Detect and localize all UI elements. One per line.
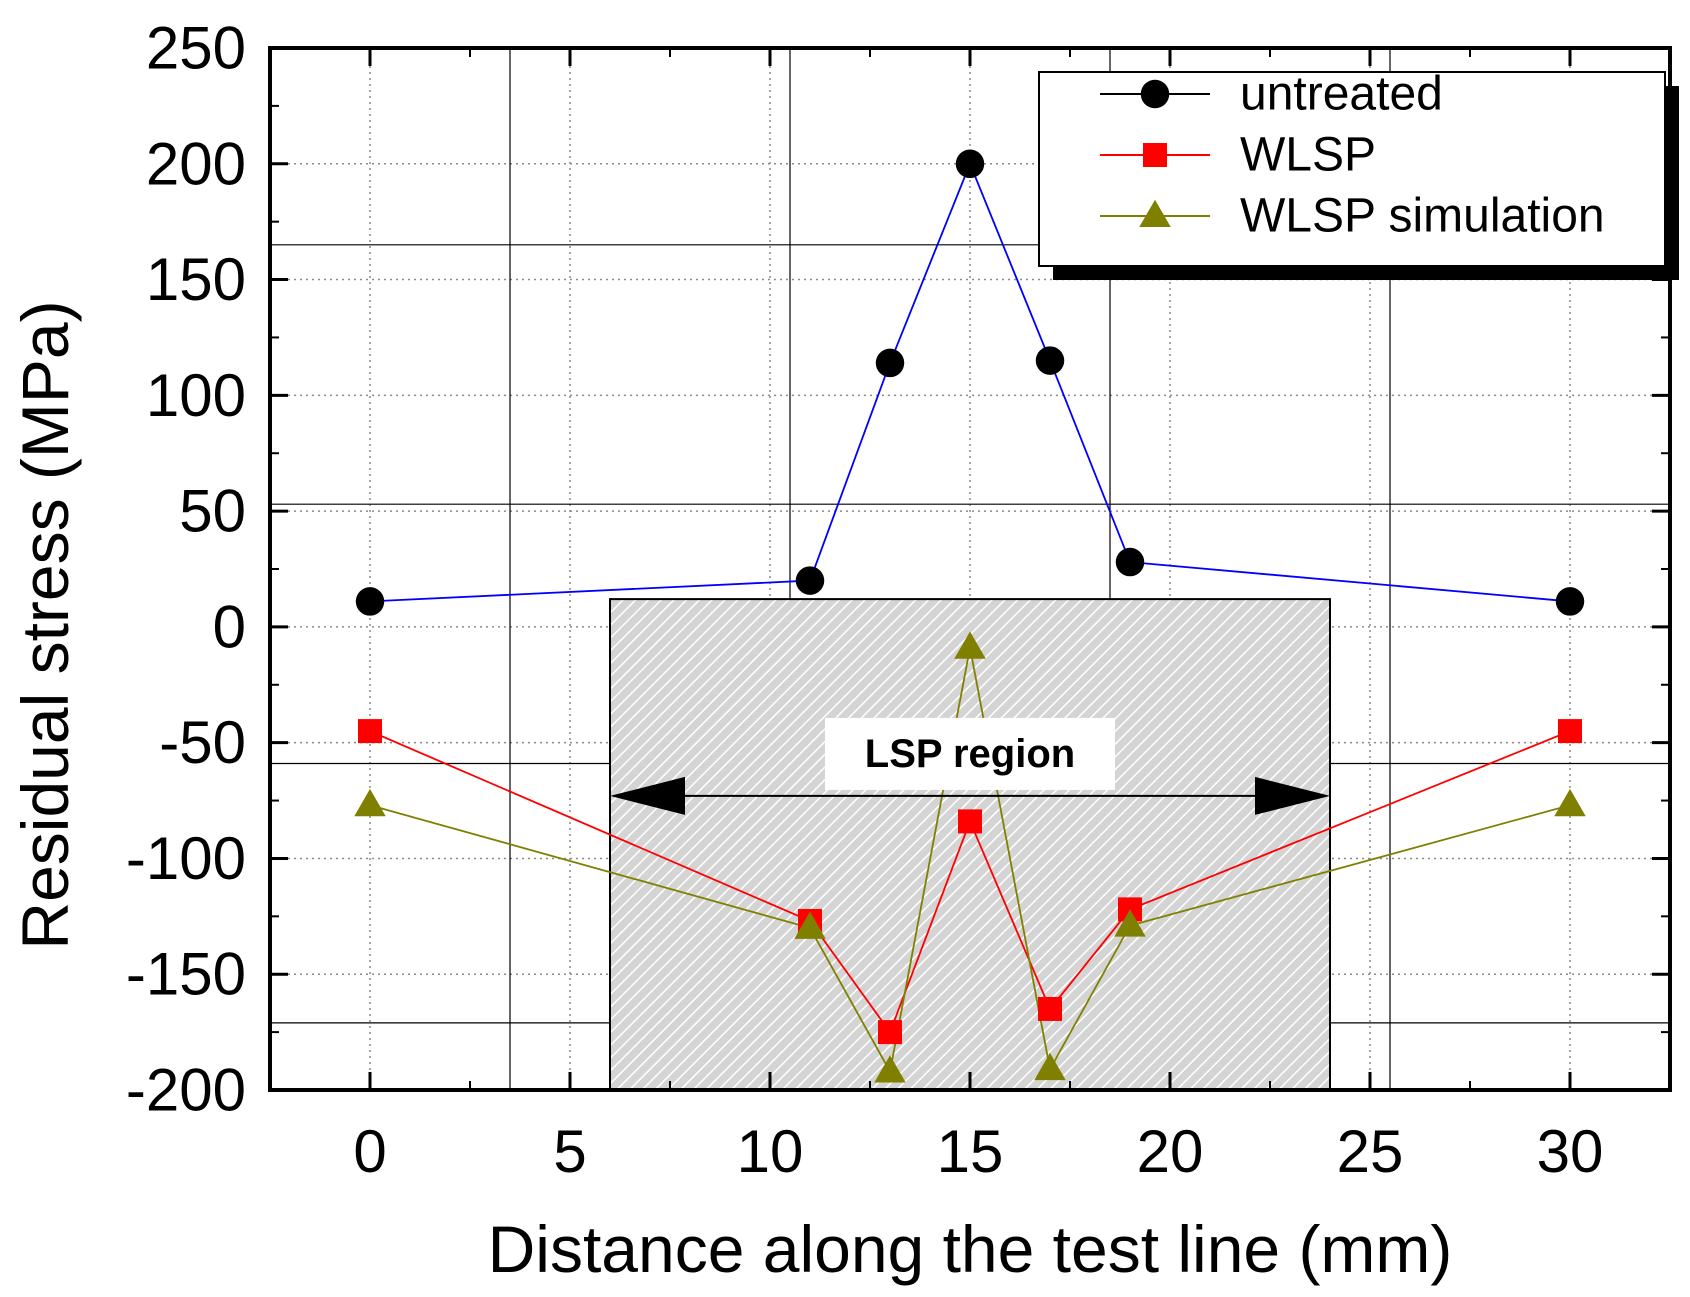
wlsp-simulation-point bbox=[1554, 788, 1586, 817]
legend-marker-untreated bbox=[1140, 79, 1170, 109]
series-markers bbox=[354, 149, 1586, 1083]
untreated-point bbox=[1035, 346, 1065, 375]
wlsp-simulation-point bbox=[354, 788, 386, 817]
lsp-region-label: LSP region bbox=[865, 732, 1075, 776]
untreated-point bbox=[355, 587, 385, 616]
wlsp-point bbox=[358, 719, 382, 744]
untreated-point bbox=[795, 566, 825, 595]
legend: untreated WLSP WLSP simulation bbox=[1038, 68, 1679, 280]
y-tick-label: -150 bbox=[126, 941, 246, 1008]
y-tick-label: 250 bbox=[146, 15, 246, 82]
wlsp-point bbox=[958, 809, 982, 834]
lsp-region-arrow bbox=[610, 776, 1330, 815]
legend-box bbox=[1038, 71, 1666, 267]
arrow-head-right bbox=[1255, 776, 1330, 815]
lsp-region-box bbox=[609, 598, 1331, 1091]
wlsp-point bbox=[1038, 996, 1062, 1021]
wlsp-simulation-point bbox=[794, 911, 826, 939]
wlsp-point bbox=[1558, 719, 1582, 744]
wlsp-point bbox=[878, 1020, 902, 1045]
untreated-point bbox=[875, 348, 905, 378]
x-tick-label: 25 bbox=[1337, 1118, 1404, 1185]
y-tick-label: -200 bbox=[126, 1057, 246, 1124]
x-tick-label: 20 bbox=[1137, 1118, 1204, 1185]
y-tick-label: -50 bbox=[159, 709, 246, 776]
untreated-point bbox=[955, 149, 985, 179]
lsp-region-label-bg bbox=[825, 717, 1115, 790]
legend-label-wlsp-simulation: WLSP simulation bbox=[1240, 190, 1605, 243]
axis-ticks bbox=[270, 46, 1670, 1092]
wlsp-simulation-point bbox=[1114, 909, 1146, 937]
legend-label-untreated: untreated bbox=[1240, 68, 1443, 121]
x-tick-label: 5 bbox=[553, 1118, 586, 1185]
wlsp-simulation-point bbox=[1034, 1052, 1066, 1081]
y-tick-label: 50 bbox=[179, 478, 246, 545]
legend-label-wlsp: WLSP bbox=[1240, 129, 1376, 182]
legend-marker-wlsp bbox=[1143, 143, 1167, 167]
untreated-point bbox=[1115, 547, 1145, 577]
y-tick-label: 200 bbox=[146, 130, 246, 197]
wlsp-simulation-point bbox=[954, 631, 986, 659]
y-axis-title: Residual stress (MPa) bbox=[8, 300, 82, 949]
arrow-head-left bbox=[610, 776, 685, 815]
x-tick-label: 0 bbox=[353, 1118, 386, 1185]
legend-marker-wlsp-simulation bbox=[1139, 199, 1171, 228]
x-tick-label: 10 bbox=[737, 1118, 804, 1185]
x-tick-label: 15 bbox=[937, 1118, 1004, 1185]
y-tick-label: 100 bbox=[146, 362, 246, 429]
y-tick-label: 150 bbox=[146, 246, 246, 313]
tick-labels: 0 5 10 15 20 25 30 250 200 150 100 50 0 -50 -100 -150 -2… bbox=[126, 15, 1603, 1186]
x-axis-title: Distance along the test line (mm) bbox=[488, 1212, 1453, 1286]
y-tick-label: 0 bbox=[213, 593, 246, 660]
untreated-point bbox=[1555, 587, 1585, 616]
x-tick-label: 30 bbox=[1537, 1118, 1604, 1185]
wlsp-simulation-point bbox=[874, 1055, 906, 1083]
y-tick-label: -100 bbox=[126, 825, 246, 892]
